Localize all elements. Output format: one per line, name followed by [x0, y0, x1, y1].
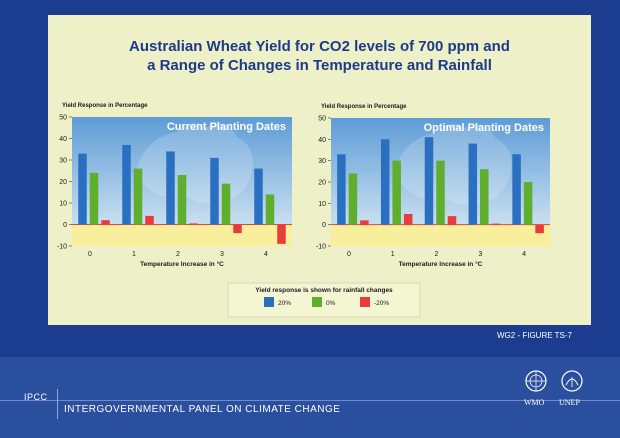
- current-bar-20pct-2: [166, 151, 175, 225]
- figure-title-line2: a Range of Changes in Temperature and Ra…: [147, 57, 492, 74]
- optimal-x-tick-label-4: 4: [522, 251, 526, 258]
- current-panel-title: Current Planting Dates: [167, 121, 286, 133]
- optimal-bar-minus20pct-2: [447, 216, 457, 225]
- wmo-logo-icon: [525, 370, 547, 392]
- optimal-bar-0pct-2: [436, 160, 445, 225]
- optimal-bar-minus20pct-3: [491, 223, 501, 225]
- current-y-tick-label-2: 30: [59, 158, 67, 165]
- optimal-bar-minus20pct-0: [360, 220, 369, 225]
- footer-divider: [57, 389, 58, 419]
- current-y-tick-label-1: 40: [59, 136, 67, 143]
- legend-swatch-1: [312, 297, 322, 307]
- optimal-x-tick-label-1: 1: [391, 251, 395, 258]
- optimal-bar-20pct-2: [424, 137, 434, 225]
- legend-label-2: -20%: [374, 300, 389, 307]
- optimal-y-tick-label-3: 20: [318, 180, 326, 187]
- legend-swatch-2: [360, 297, 370, 307]
- current-x-tick-label-4: 4: [264, 251, 268, 258]
- org-full-name: INTERGOVERNMENTAL PANEL ON CLIMATE CHANG…: [64, 404, 341, 415]
- current-bar-20pct-0: [78, 153, 87, 225]
- current-bar-20pct-1: [122, 144, 131, 225]
- optimal-panel-title: Optimal Planting Dates: [424, 122, 544, 134]
- optimal-negative-band: [331, 224, 550, 246]
- current-y-axis-label: Yield Response in Percentage: [62, 103, 148, 109]
- optimal-bar-20pct-4: [512, 154, 521, 225]
- current-x-tick-label-3: 3: [220, 251, 224, 258]
- footer-band: [0, 357, 620, 438]
- current-x-tick-label-0: 0: [88, 251, 92, 258]
- optimal-x-axis-label: Temperature Increase in °C: [399, 260, 483, 268]
- optimal-bar-0pct-3: [480, 169, 489, 225]
- figure-caption: WG2 - FIGURE TS-7: [497, 331, 572, 340]
- optimal-bar-20pct-0: [337, 154, 346, 225]
- optimal-x-tick-label-3: 3: [478, 251, 482, 258]
- optimal-bar-minus20pct-4: [535, 224, 544, 234]
- current-bar-minus20pct-1: [145, 215, 154, 225]
- current-y-tick-label-4: 10: [59, 201, 67, 208]
- optimal-bar-20pct-1: [380, 139, 390, 225]
- legend-label-1: 0%: [326, 300, 336, 307]
- figure-title-line1: Australian Wheat Yield for CO2 levels of…: [129, 38, 510, 55]
- optimal-bar-0pct-1: [392, 160, 401, 225]
- optimal-x-tick-label-2: 2: [435, 251, 439, 258]
- optimal-y-tick-label-6: -10: [316, 244, 326, 251]
- current-x-axis-label: Temperature Increase in °C: [140, 260, 224, 268]
- current-bar-minus20pct-0: [101, 220, 110, 225]
- current-bar-20pct-4: [254, 168, 263, 225]
- optimal-x-tick-label-0: 0: [347, 251, 351, 258]
- current-y-tick-label-0: 50: [59, 115, 67, 122]
- partner-logo-graphics: [525, 370, 583, 392]
- optimal-bar-0pct-0: [348, 173, 358, 225]
- optimal-y-tick-label-2: 30: [318, 158, 326, 165]
- current-x-tick-label-1: 1: [132, 251, 136, 258]
- current-y-tick-label-5: 0: [63, 222, 67, 229]
- unep-label: UNEP: [559, 398, 580, 407]
- current-bar-0pct-4: [265, 194, 275, 225]
- optimal-y-tick-label-4: 10: [318, 201, 326, 208]
- current-bar-20pct-3: [210, 157, 219, 225]
- current-map-silhouette: [135, 123, 253, 204]
- optimal-bar-20pct-3: [468, 143, 478, 225]
- org-short-name: IPCC: [24, 392, 48, 402]
- figure-title: Australian Wheat Yield for CO2 levels of…: [48, 37, 591, 75]
- current-bar-minus20pct-3: [233, 224, 242, 234]
- current-bar-minus20pct-4: [277, 224, 286, 244]
- current-bar-0pct-2: [177, 175, 187, 225]
- optimal-y-axis-label: Yield Response in Percentage: [321, 104, 407, 110]
- current-y-tick-label-3: 20: [59, 179, 67, 186]
- legend-swatch-0: [264, 297, 274, 307]
- optimal-y-tick-label-0: 50: [318, 116, 326, 123]
- footer-rule: [0, 400, 620, 401]
- current-bar-0pct-1: [133, 168, 143, 225]
- legend-box: [227, 282, 421, 318]
- current-negative-band: [72, 224, 292, 246]
- legend-label-0: 20%: [278, 300, 291, 307]
- optimal-bar-minus20pct-1: [403, 214, 413, 225]
- current-bar-minus20pct-2: [189, 223, 198, 225]
- optimal-bar-0pct-4: [523, 182, 533, 225]
- current-bar-0pct-3: [221, 183, 231, 225]
- figure-panel: Australian Wheat Yield for CO2 levels of…: [48, 15, 591, 325]
- current-x-tick-label-2: 2: [176, 251, 180, 258]
- legend-title: Yield response is shown for rainfall cha…: [255, 287, 393, 294]
- charts-canvas: Yield Response in Percentage50403020100-…: [57, 103, 550, 318]
- unep-logo-icon: [561, 370, 583, 392]
- current-bar-0pct-0: [89, 172, 99, 225]
- optimal-y-tick-label-5: 0: [322, 222, 326, 229]
- current-y-tick-label-6: -10: [57, 244, 67, 251]
- wmo-label: WMO: [524, 398, 545, 407]
- optimal-y-tick-label-1: 40: [318, 137, 326, 144]
- partner-logos: WMO UNEP: [524, 368, 594, 414]
